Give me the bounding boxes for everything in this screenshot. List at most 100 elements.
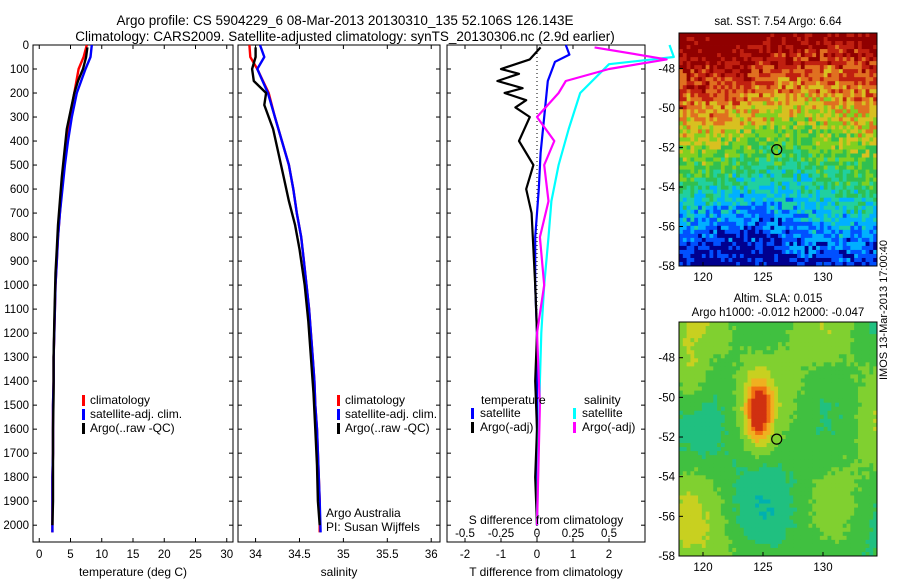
sst-map-cell [819,221,825,227]
sst-map-cell [778,133,783,138]
sst-map-cell [724,245,729,251]
sst-map-cell [709,37,714,42]
sst-map-cell [679,237,684,243]
sst-map-cell [705,69,710,74]
sla-map-cell [831,362,836,367]
sst-map-cell [739,241,745,247]
sst-map-cell [838,161,844,166]
sla-map-cell [797,346,802,351]
sla-map-cell [766,374,771,379]
sla-map-cell [778,439,783,444]
sst-map-cell [861,101,866,106]
sst-map-cell [865,253,870,259]
sst-map-cell [686,205,691,211]
sst-map-cell [827,85,832,90]
sla-map-cell [743,443,748,448]
sla-map-cell [861,426,866,432]
sla-map-cell [846,398,851,404]
sst-map-cell [854,253,859,259]
sst-map-cell [846,161,851,166]
sst-map-cell [785,53,790,58]
sla-map-cell [724,370,729,375]
sst-map-cell [781,109,787,114]
sla-map-cell [861,322,866,327]
sla-map-cell [816,378,821,383]
sst-map-cell [785,113,790,118]
sst-map-cell [838,57,844,62]
sst-map-cell [751,157,756,162]
sst-map-cell [698,93,703,98]
sst-map-frame [678,32,878,267]
sst-map-cell [713,249,718,255]
sla-map-cell [770,402,775,408]
sla-map-cell [758,390,764,396]
sst-map-cell [709,97,714,102]
sst-map-cell [743,45,748,50]
sst-map-cell [800,61,806,66]
sla-map-cell [838,362,844,367]
sla-map-cell [873,410,878,416]
sla-map-cell [835,322,840,327]
sla-map-cell [709,439,714,444]
sst-map-cell [823,189,828,195]
sla-map-cell [698,366,703,371]
sst-map-cell [869,33,874,38]
sst-map-cell [720,261,726,267]
sst-map-cell [827,149,832,154]
sst-map-cell [694,117,699,122]
sst-map-cell [812,233,817,239]
temperature-legend-label: Argo(..raw -QC) [90,421,175,435]
sla-map-cell [873,390,878,396]
sst-map-cell [774,141,779,146]
sla-map-cell [717,354,722,359]
sst-map-cell [732,241,737,247]
sla-map-cell [793,386,798,391]
sla-map-cell [698,334,703,339]
sst-map-cell [797,77,802,82]
sla-map-cell [774,418,779,424]
sst-map-cell [739,261,745,267]
sst-map-cell [785,157,790,162]
sst-map-cell [800,237,806,243]
sla-map-cell [705,330,710,335]
sst-map-cell [781,225,787,231]
sst-map-cell [743,101,748,106]
sla-map-cell [717,338,722,343]
sst-map-cell [819,37,825,42]
sst-map-cell [861,257,866,263]
sst-map-cell [869,101,874,106]
sla-map-cell [747,451,752,456]
sst-map-cell [720,201,726,207]
sla-map-cell [755,390,760,396]
sst-map-cell [679,193,684,199]
sst-map-cell [869,177,874,183]
sla-map-cell [869,426,874,432]
sst-map-cell [724,213,729,219]
sst-map-cell [838,137,844,142]
sla-map-cell [698,430,703,436]
sst-map-cell [808,261,813,267]
sla-map-cell [747,378,752,383]
sla-map-cell [804,410,809,416]
sla-map-cell [755,439,760,444]
sst-map-cell [793,133,798,138]
sst-map-cell [865,97,870,102]
sst-map-cell [846,245,851,251]
sla-map-cell [736,394,741,400]
sla-map-cell [728,386,733,391]
sla-map-cell [751,358,756,363]
sst-map-cell [873,89,878,94]
sla-map-cell [701,326,707,331]
sst-map-cell [743,89,748,94]
sst-map-cell [762,177,767,183]
sla-map-cell [816,443,821,448]
sst-map-cell [698,133,703,138]
sst-map-cell [808,153,813,158]
sst-map-cell [827,261,832,267]
sla-map-cell [758,362,764,367]
sst-map-cell [694,177,699,183]
sst-map-cell [873,225,878,231]
sst-map-cell [713,181,718,187]
sla-map-cell [694,350,699,355]
sst-map-cell [732,37,737,42]
